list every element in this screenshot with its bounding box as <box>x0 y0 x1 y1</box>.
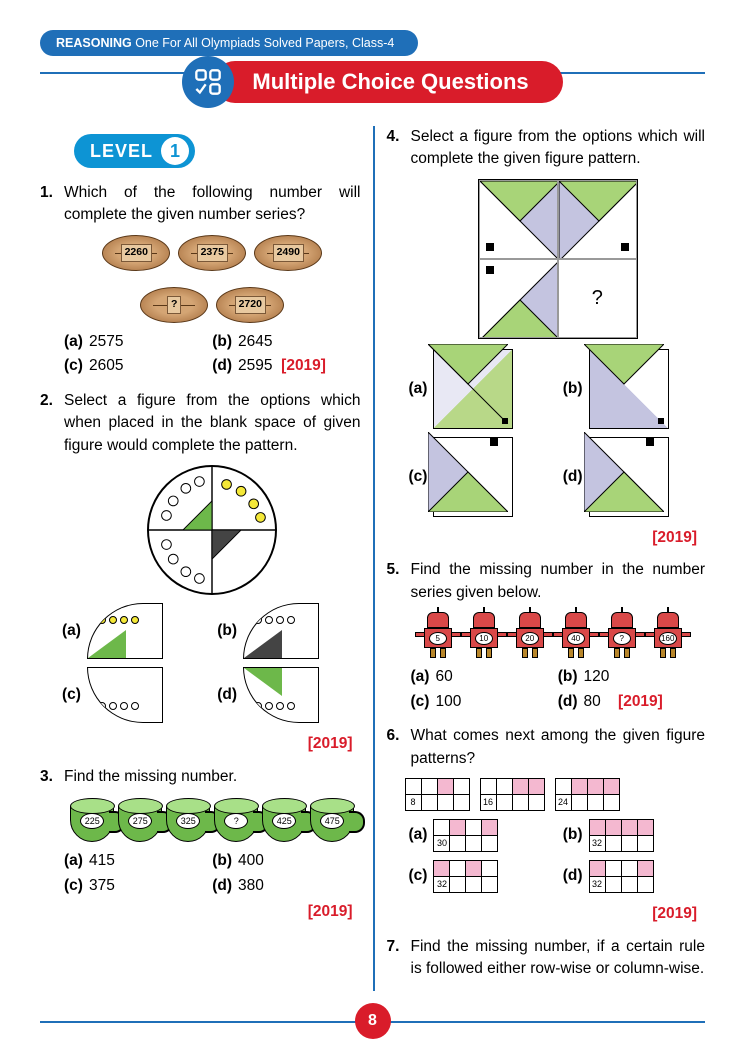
q7-number: 7. <box>387 936 411 981</box>
football-icon: ? <box>140 287 208 323</box>
q4-options: (a) (b) (c) (d) <box>387 349 706 525</box>
q6-number: 6. <box>387 725 411 770</box>
right-column: 4. Select a figure from the options whic… <box>373 126 706 991</box>
robot-icon: 10 <box>462 612 506 658</box>
q1-opt-b: (b)2645 <box>212 331 360 353</box>
q5-opt-a: (a)60 <box>411 666 558 688</box>
robot-icon: 160 <box>646 612 690 658</box>
q1-opt-c: (c)2605 <box>64 355 212 377</box>
q5-text: Find the missing number in the number se… <box>411 559 706 604</box>
cup-icon: 225 <box>70 806 114 842</box>
q6-opt-b: (b)32 <box>551 819 705 852</box>
q4-number: 4. <box>387 126 411 171</box>
question-7: 7. Find the missing number, if a certain… <box>387 936 706 981</box>
football-icon: 2375 <box>178 235 246 271</box>
q6-opt-d: (d)32 <box>551 860 705 893</box>
q1-opt-d: (d)2595 [2019] <box>212 355 360 377</box>
q5-number: 5. <box>387 559 411 604</box>
header-title: One For All Olympiads Solved Papers, Cla… <box>135 36 394 50</box>
robot-icon: ? <box>600 612 644 658</box>
q6-figure: 8 16 24 <box>387 778 706 811</box>
level-number: 1 <box>161 137 189 165</box>
q6-opt-c: (c)32 <box>397 860 551 893</box>
level-badge: LEVEL 1 <box>74 134 195 168</box>
q4-opt-d: (d) <box>551 437 705 517</box>
q4-opt-a: (a) <box>397 349 551 429</box>
cup-icon: 275 <box>118 806 162 842</box>
robot-icon: 5 <box>416 612 460 658</box>
mcq-banner: Multiple Choice Questions <box>40 56 705 108</box>
q3-number: 3. <box>40 766 64 788</box>
q5-opt-c: (c)100 <box>411 691 558 713</box>
grid-pattern: 8 <box>405 778 470 811</box>
header-badge: REASONING One For All Olympiads Solved P… <box>40 30 418 56</box>
q2-figure <box>40 465 361 595</box>
question-5: 5. Find the missing number in the number… <box>387 559 706 715</box>
mcq-title: Multiple Choice Questions <box>214 61 562 103</box>
football-icon: 2720 <box>216 287 284 323</box>
q2-text: Select a figure from the options which w… <box>64 390 361 457</box>
page-number: 8 <box>355 1003 391 1039</box>
q2-opt-b: (b) <box>205 603 360 659</box>
q3-opt-d: (d)380 <box>212 875 360 897</box>
robot-icon: 20 <box>508 612 552 658</box>
q2-opt-c: (c) <box>50 667 205 723</box>
q4-opt-c: (c) <box>397 437 551 517</box>
question-6: 6. What comes next among the given figur… <box>387 725 706 925</box>
q5-opt-b: (b)120 <box>558 666 705 688</box>
q1-number: 1. <box>40 182 64 227</box>
question-4: 4. Select a figure from the options whic… <box>387 126 706 549</box>
q1-opt-a: (a)2575 <box>64 331 212 353</box>
q3-opt-a: (a)415 <box>64 850 212 872</box>
q1-text: Which of the following number will compl… <box>64 182 361 227</box>
q2-year: [2019] <box>40 733 361 755</box>
robot-icon: 40 <box>554 612 598 658</box>
q2-opt-d: (d) <box>205 667 360 723</box>
q6-opt-a: (a)30 <box>397 819 551 852</box>
grid-pattern: 16 <box>480 778 545 811</box>
q6-text: What comes next among the given figure p… <box>411 725 706 770</box>
q6-year: [2019] <box>387 903 706 925</box>
cup-icon: 475 <box>310 806 354 842</box>
football-icon: 2490 <box>254 235 322 271</box>
cup-icon: ? <box>214 806 258 842</box>
q4-opt-b: (b) <box>551 349 705 429</box>
q3-year: [2019] <box>40 901 361 923</box>
q6-options: (a)30 (b)32 (c)32 (d)32 <box>387 819 706 901</box>
grid-pattern: 24 <box>555 778 620 811</box>
left-column: LEVEL 1 1. Which of the following number… <box>40 126 373 991</box>
q2-options: (a) (b) (c) (d) <box>40 603 361 731</box>
q5-opt-d: (d)80 [2019] <box>558 691 705 713</box>
q3-text: Find the missing number. <box>64 766 237 788</box>
q5-figure: 5 10 20 40 ? 160 <box>387 612 706 658</box>
question-1: 1. Which of the following number will co… <box>40 182 361 380</box>
q2-opt-a: (a) <box>50 603 205 659</box>
q4-pattern-figure: ? <box>478 179 638 339</box>
question-2: 2. Select a figure from the options whic… <box>40 390 361 756</box>
q1-figure: 2260 2375 2490 ? 2720 <box>40 235 361 323</box>
q3-opt-b: (b)400 <box>212 850 360 872</box>
cup-icon: 325 <box>166 806 210 842</box>
q2-number: 2. <box>40 390 64 457</box>
q4-text: Select a figure from the options which w… <box>411 126 706 171</box>
level-label: LEVEL <box>90 138 153 164</box>
page-footer: 8 <box>40 1003 705 1039</box>
q4-year: [2019] <box>387 527 706 549</box>
cup-icon: 425 <box>262 806 306 842</box>
q3-figure: 225 275 325 ? 425 475 <box>40 796 361 842</box>
question-3: 3. Find the missing number. 225 275 325 … <box>40 766 361 924</box>
q7-text: Find the missing number, if a certain ru… <box>411 936 706 981</box>
q3-opt-c: (c)375 <box>64 875 212 897</box>
grid-check-icon <box>182 56 234 108</box>
football-icon: 2260 <box>102 235 170 271</box>
header-subject: REASONING <box>56 36 132 50</box>
circle-pattern-icon <box>147 465 277 595</box>
